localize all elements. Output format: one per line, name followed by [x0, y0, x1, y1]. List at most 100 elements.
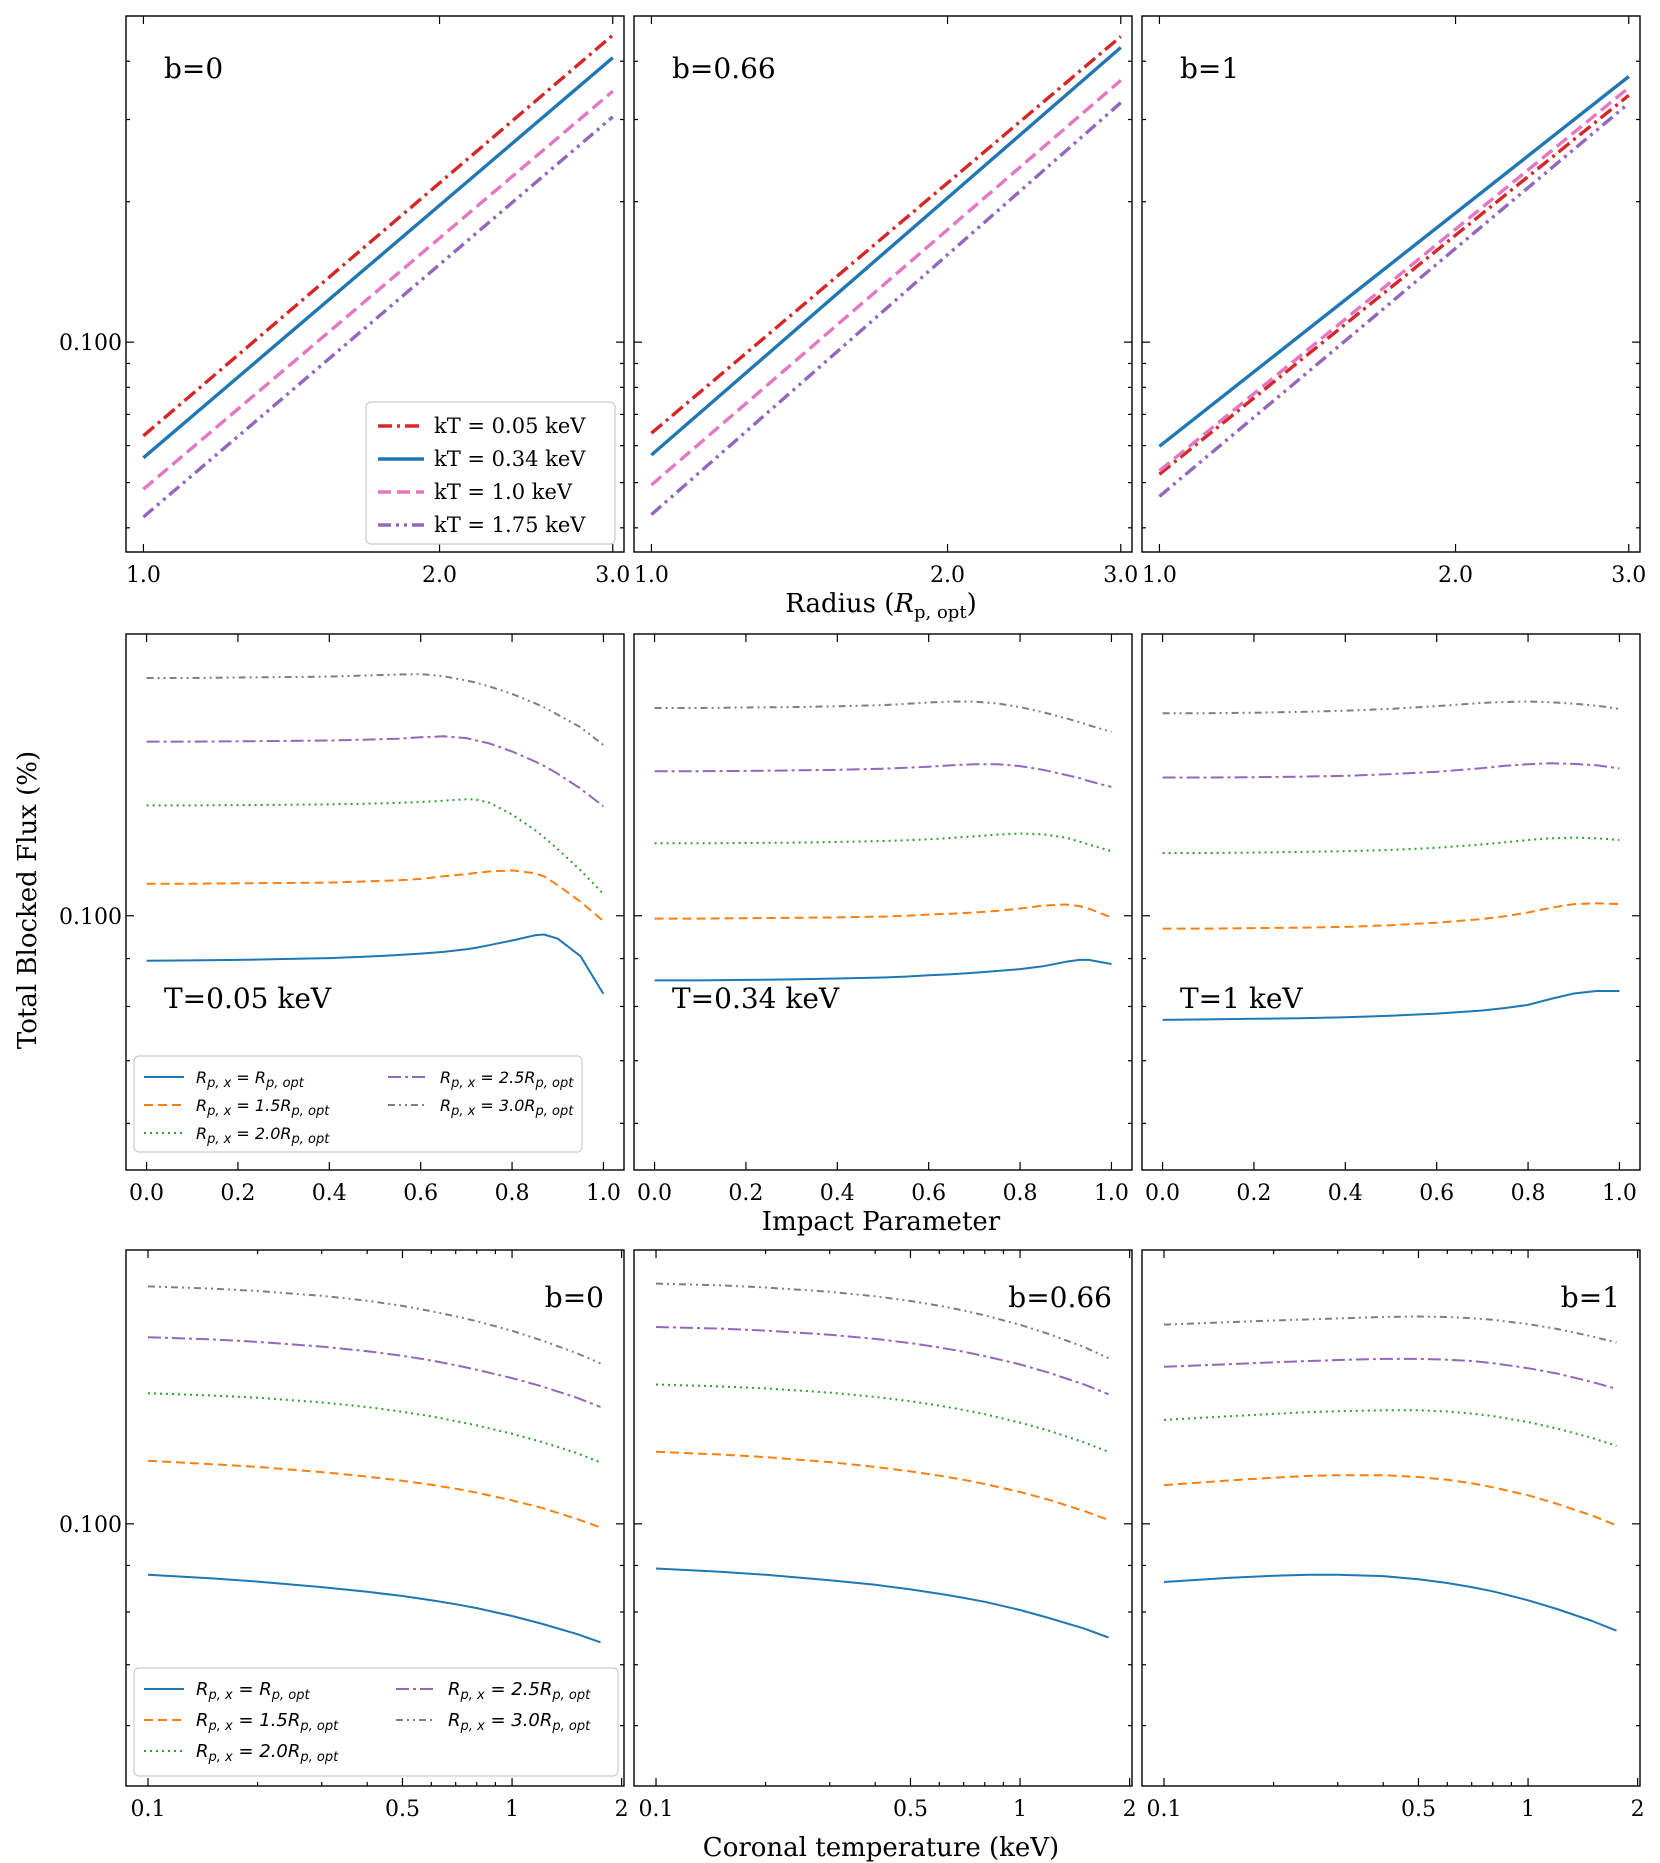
plot-frame: [125, 1249, 625, 1787]
x-tick-label: 0.5: [385, 1797, 420, 1822]
series-line-r-p-x-2-0r-p-opt: [1163, 1409, 1617, 1447]
series-line-kt-1-75-kev: [142, 115, 614, 519]
panel-r3-c1: 0.1 0.5 1 2 0.100 b=0 Rp, x = Rp, opt Rp, x = 1…: [59, 1249, 629, 1822]
x-tick-label: 1.0: [126, 563, 161, 588]
series-line-r-p-x-3-0r-p-opt: [655, 1282, 1109, 1360]
series-line-r-p-x-1-5r-p-opt: [1162, 902, 1620, 930]
x-tick-label: 0.5: [1401, 1797, 1436, 1822]
x-tick-label: 3.0: [1611, 563, 1646, 588]
panel-r1-c1: 1.0 2.0 3.0 0.100 b=0 kT = 0.05 keV kT = 0.34 …: [59, 15, 630, 588]
series-line-kt-0-34-kev: [650, 46, 1122, 457]
x-tick-label: 0.1: [639, 1797, 674, 1822]
row3-x-axis-label: Coronal temperature (keV): [703, 1833, 1059, 1863]
x-tick-label: 1.0: [1142, 563, 1177, 588]
series-line-r-p-x-r-p-opt: [146, 933, 605, 995]
series-line-r-p-x-2-5r-p-opt: [146, 735, 605, 808]
x-tick-label: 0.1: [131, 1797, 166, 1822]
x-tick-label: 1: [1013, 1797, 1027, 1822]
legend-entry: Rp, x = 1.5Rp, opt: [196, 1710, 339, 1734]
series-line-r-p-x-r-p-opt: [654, 958, 1112, 982]
legend-entry: Rp, x = 2.5Rp, opt: [440, 1068, 574, 1091]
series-line-r-p-x-r-p-opt: [147, 1573, 601, 1644]
series-line-r-p-x-2-5r-p-opt: [1163, 1357, 1617, 1390]
panel-r2-c3: 0.0 0.2 0.4 0.6 0.8 1.0 T=1 keV: [1141, 633, 1641, 1206]
x-tick-label: 2: [615, 1797, 629, 1822]
panel-r1-c3: 1.0 2.0 3.0 b=1: [1141, 15, 1646, 588]
series-line-r-p-x-2-5r-p-opt: [655, 1326, 1109, 1396]
x-tick-label: 1.0: [634, 563, 669, 588]
series-line-r-p-x-1-5r-p-opt: [146, 869, 605, 922]
legend-entry: kT = 1.0 keV: [434, 480, 573, 504]
series-line-kt-1-0-kev: [142, 89, 614, 491]
x-tick-label: 0.2: [220, 1181, 255, 1206]
series-line-r-p-x-3-0r-p-opt: [1163, 1315, 1617, 1344]
panel-label: b=1: [1180, 52, 1239, 85]
panel-r2-c1: 0.0 0.2 0.4 0.6 0.8 1.0 0.100 T=0.05 keV Rp, x =…: [59, 633, 625, 1206]
plot-frame: [633, 15, 1133, 553]
series-line-kt-1-75-kev: [650, 101, 1122, 516]
panel-r3-c2: 0.1 0.5 1 2 b=0.66: [633, 1249, 1137, 1822]
series-line-r-p-x-2-0r-p-opt: [655, 1383, 1109, 1453]
panel-label: b=0.66: [1008, 1281, 1112, 1314]
legend: kT = 0.05 keV kT = 0.34 keV kT = 1.0 keV kT…: [365, 401, 616, 545]
plot-frame: [1141, 633, 1641, 1171]
panel-label: b=1: [1561, 1281, 1620, 1314]
legend-entry: Rp, x = 1.5Rp, opt: [196, 1096, 330, 1119]
x-tick-label: 2.0: [422, 563, 457, 588]
x-tick-label: 0.2: [728, 1181, 763, 1206]
legend-box: [133, 1667, 619, 1777]
panel-r1-c2: 1.0 2.0 3.0 b=0.66: [633, 15, 1138, 588]
panel-label: T=0.05 keV: [164, 982, 332, 1015]
panel-label: b=0.66: [672, 52, 776, 85]
legend-entry: Rp, x = 3.0Rp, opt: [440, 1096, 574, 1119]
plot-area: [634, 634, 1132, 1170]
plot-frame: [633, 633, 1133, 1171]
x-tick-label: 2: [1123, 1797, 1137, 1822]
x-tick-label: 2.0: [1438, 563, 1473, 588]
x-tick-label: 1.0: [1094, 1181, 1129, 1206]
series-line-r-p-x-r-p-opt: [655, 1567, 1109, 1639]
y-tick-label: 0.100: [59, 331, 122, 356]
plot-area: [1142, 16, 1640, 552]
legend-entry: Rp, x = Rp, opt: [196, 1068, 305, 1091]
series-line-r-p-x-1-5r-p-opt: [147, 1459, 601, 1529]
series-line-kt-0-34-kev: [1158, 75, 1630, 448]
x-tick-label: 0.4: [820, 1181, 855, 1206]
legend: Rp, x = Rp, opt Rp, x = 1.5Rp, opt Rp, x =…: [133, 1667, 619, 1777]
panel-label: T=0.34 keV: [672, 982, 840, 1015]
x-tick-label: 0.0: [1145, 1181, 1180, 1206]
x-tick-label: 0.8: [1511, 1181, 1546, 1206]
plot-area: [634, 1250, 1132, 1786]
x-tick-label: 0.0: [637, 1181, 672, 1206]
series-line-r-p-x-1-5r-p-opt: [1163, 1474, 1617, 1527]
series-line-r-p-x-r-p-opt: [1162, 990, 1620, 1021]
x-tick-label: 1.0: [586, 1181, 621, 1206]
series-line-r-p-x-3-0r-p-opt: [147, 1285, 601, 1365]
series-line-r-p-x-1-5r-p-opt: [655, 1450, 1109, 1521]
series-line-kt-1-75-kev: [1158, 101, 1630, 498]
x-tick-label: 0.8: [495, 1181, 530, 1206]
x-tick-label: 2: [1631, 1797, 1645, 1822]
x-tick-label: 2.0: [930, 563, 965, 588]
x-tick-label: 3.0: [1103, 563, 1138, 588]
row1-x-axis-label: Radius (Rp, opt): [785, 589, 976, 623]
y-axis-label: Total Blocked Flux (%): [13, 751, 43, 1049]
legend-box: [133, 1055, 583, 1153]
plot-area: [1142, 634, 1640, 1170]
plot-frame: [1141, 15, 1641, 553]
legend-entry: kT = 0.34 keV: [434, 447, 586, 471]
x-tick-label: 0.8: [1003, 1181, 1038, 1206]
x-tick-label: 1.0: [1602, 1181, 1637, 1206]
legend-entry: kT = 0.05 keV: [434, 414, 586, 438]
x-tick-label: 0.6: [1419, 1181, 1454, 1206]
plot-frame: [633, 1249, 1133, 1787]
x-tick-label: 0.5: [893, 1797, 928, 1822]
x-tick-label: 0.6: [403, 1181, 438, 1206]
legend-entry: Rp, x = 3.0Rp, opt: [448, 1710, 591, 1734]
x-tick-label: 1: [505, 1797, 519, 1822]
plot-frame: [125, 633, 625, 1171]
series-line-kt-0-05-kev: [1158, 93, 1630, 476]
legend: Rp, x = Rp, opt Rp, x = 1.5Rp, opt Rp, x =…: [133, 1055, 583, 1153]
x-tick-label: 0.2: [1236, 1181, 1271, 1206]
y-tick-label: 0.100: [59, 1513, 122, 1538]
